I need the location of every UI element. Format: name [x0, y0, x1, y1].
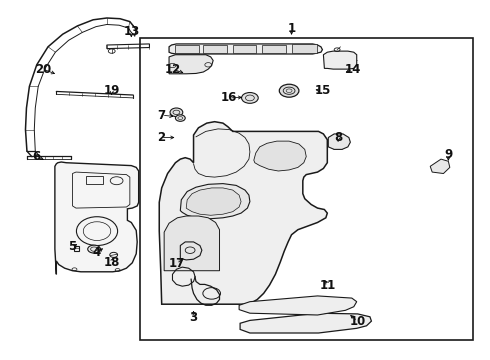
Ellipse shape — [279, 84, 299, 97]
Polygon shape — [323, 51, 357, 69]
Bar — [203, 45, 227, 53]
Polygon shape — [169, 44, 322, 54]
Ellipse shape — [242, 93, 258, 103]
Bar — [262, 45, 286, 53]
Polygon shape — [254, 141, 306, 171]
Text: 4: 4 — [93, 246, 101, 259]
Polygon shape — [328, 134, 350, 149]
Text: 20: 20 — [35, 63, 51, 76]
Text: 8: 8 — [334, 131, 342, 144]
Text: 17: 17 — [168, 257, 185, 270]
Polygon shape — [180, 242, 202, 260]
Polygon shape — [55, 162, 139, 274]
Polygon shape — [180, 184, 250, 219]
Text: 19: 19 — [103, 84, 120, 97]
Polygon shape — [430, 159, 450, 174]
Polygon shape — [164, 216, 220, 271]
Text: 16: 16 — [221, 91, 238, 104]
Text: 18: 18 — [103, 256, 120, 269]
Text: 5: 5 — [69, 240, 76, 253]
Polygon shape — [169, 55, 213, 74]
Text: 9: 9 — [444, 148, 452, 161]
Polygon shape — [240, 313, 371, 333]
Text: 11: 11 — [320, 279, 337, 292]
Text: 3: 3 — [190, 311, 197, 324]
Text: 15: 15 — [314, 84, 331, 97]
Ellipse shape — [88, 245, 100, 253]
Text: 13: 13 — [123, 25, 140, 38]
Text: 14: 14 — [344, 63, 361, 76]
Text: 6: 6 — [33, 150, 41, 163]
Text: 10: 10 — [349, 315, 366, 328]
Ellipse shape — [170, 108, 183, 117]
Bar — [233, 45, 256, 53]
Text: 2: 2 — [157, 131, 165, 144]
Polygon shape — [239, 296, 357, 315]
Bar — [292, 44, 317, 53]
Ellipse shape — [175, 115, 185, 121]
Polygon shape — [186, 188, 241, 215]
Bar — [175, 45, 199, 53]
Text: 12: 12 — [164, 63, 181, 76]
Polygon shape — [159, 122, 327, 304]
Text: 1: 1 — [288, 22, 295, 35]
Text: 7: 7 — [158, 109, 166, 122]
Bar — [140, 38, 473, 340]
